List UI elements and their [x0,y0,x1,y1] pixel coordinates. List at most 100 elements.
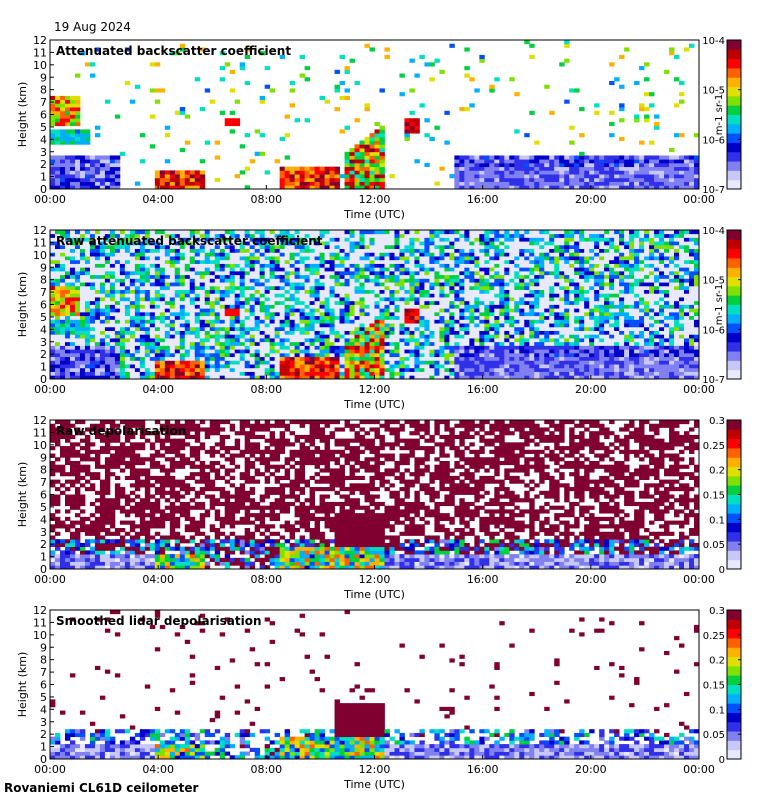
colorbar-unit: m-1 sr-1 [714,94,725,136]
panel-title: Smoothed lidar depolarisation [56,614,262,628]
y-tick-label: 9 [40,451,47,464]
y-tick-label: 10 [33,249,47,262]
x-tick-label: 16:00 [467,383,499,396]
y-tick-label: 8 [40,84,47,97]
y-tick-label: 2 [40,158,47,171]
panel-2: Raw attenuated backscatter coefficient01… [16,224,742,411]
x-axis-label: Time (UTC) [343,398,405,411]
colorbar-tick-label: 0.3 [709,416,725,427]
colorbar-tick-label: 0.3 [709,606,725,617]
panel-title: Raw depolarisation [56,424,186,438]
colorbar-tick-label: 10-5 [702,86,725,97]
y-tick-label: 6 [40,299,47,312]
x-tick-label: 04:00 [142,383,174,396]
y-tick-label: 11 [33,426,47,439]
date-label: 19 Aug 2024 [54,20,131,34]
colorbar-tick-label: 0.15 [703,491,725,502]
x-axis-label: Time (UTC) [343,588,405,601]
x-axis-label: Time (UTC) [343,778,405,791]
x-tick-label: 20:00 [575,383,607,396]
x-tick-label: 20:00 [575,763,607,776]
colorbar-tick-label: 10-6 [702,135,725,146]
y-tick-label: 5 [40,691,47,704]
colorbar-tick-label: 0.15 [703,681,725,692]
colorbar: 10-7 10-6 10-5 10-4 m-1 sr-1 [702,36,742,196]
y-tick-label: 7 [40,666,47,679]
x-tick-label: 00:00 [34,193,66,206]
y-tick-label: 12 [33,224,47,237]
x-tick-label: 12:00 [359,383,391,396]
colorbar-tick-label: 0.25 [703,441,725,452]
y-tick-label: 6 [40,489,47,502]
y-tick-label: 3 [40,336,47,349]
panel-4: Smoothed lidar depolarisation01234567891… [16,604,742,791]
x-tick-label: 16:00 [467,573,499,586]
y-tick-label: 8 [40,464,47,477]
y-tick-label: 5 [40,501,47,514]
y-tick-label: 0 [40,753,47,766]
colorbar-tick-label: 10-5 [702,276,725,287]
panel-1: Attenuated backscatter coefficient012345… [16,34,742,221]
colorbar-tick-label: 10-6 [702,325,725,336]
x-tick-label: 00:00 [683,193,715,206]
colorbar-tick-label: 0.05 [703,730,725,741]
y-tick-label: 6 [40,109,47,122]
y-axis-label: Height (km) [16,272,29,338]
x-tick-label: 12:00 [359,193,391,206]
colorbar: 10-7 10-6 10-5 10-4 m-1 sr-1 [702,226,742,386]
heatmap-cells [50,420,700,570]
y-tick-label: 8 [40,654,47,667]
x-tick-label: 12:00 [359,573,391,586]
y-tick-label: 1 [40,741,47,754]
x-tick-label: 20:00 [575,193,607,206]
y-axis-label: Height (km) [16,462,29,528]
site-label: Rovaniemi CL61D ceilometer [4,781,199,795]
colorbar-tick-label: 0.1 [709,705,725,716]
x-tick-label: 08:00 [250,573,282,586]
x-tick-label: 08:00 [250,193,282,206]
y-tick-label: 2 [40,348,47,361]
y-tick-label: 9 [40,641,47,654]
colorbar: 0 0.05 0.1 0.15 0.2 0.25 0.3 [703,606,742,766]
y-tick-label: 4 [40,133,47,146]
panel-title: Raw attenuated backscatter coefficient [56,234,323,248]
y-tick-label: 5 [40,311,47,324]
y-tick-label: 12 [33,604,47,617]
colorbar-frame [726,39,742,190]
y-tick-label: 12 [33,414,47,427]
y-tick-label: 2 [40,538,47,551]
y-tick-label: 0 [40,563,47,576]
x-tick-label: 16:00 [467,193,499,206]
y-axis-label: Height (km) [16,82,29,148]
colorbar-tick-label: 10-4 [702,226,725,237]
y-tick-label: 11 [33,236,47,249]
x-axis-label: Time (UTC) [343,208,405,221]
x-tick-label: 04:00 [142,193,174,206]
y-tick-label: 3 [40,526,47,539]
y-tick-label: 9 [40,71,47,84]
y-tick-label: 11 [33,46,47,59]
colorbar-tick-label: 0.05 [703,540,725,551]
y-tick-label: 1 [40,361,47,374]
x-tick-label: 12:00 [359,763,391,776]
x-tick-label: 04:00 [142,763,174,776]
heatmap-cells [50,230,700,380]
y-tick-label: 1 [40,171,47,184]
y-tick-label: 7 [40,476,47,489]
y-tick-label: 7 [40,286,47,299]
x-tick-label: 00:00 [683,383,715,396]
y-tick-label: 10 [33,439,47,452]
x-tick-label: 08:00 [250,383,282,396]
colorbar-tick-label: 0.2 [709,466,725,477]
x-tick-label: 00:00 [683,573,715,586]
y-tick-label: 10 [33,59,47,72]
y-tick-label: 5 [40,121,47,134]
y-tick-label: 4 [40,323,47,336]
y-tick-label: 12 [33,34,47,47]
y-tick-label: 4 [40,513,47,526]
colorbar-frame [726,229,742,380]
colorbar-unit: m-1 sr-1 [714,284,725,326]
x-tick-label: 16:00 [467,763,499,776]
